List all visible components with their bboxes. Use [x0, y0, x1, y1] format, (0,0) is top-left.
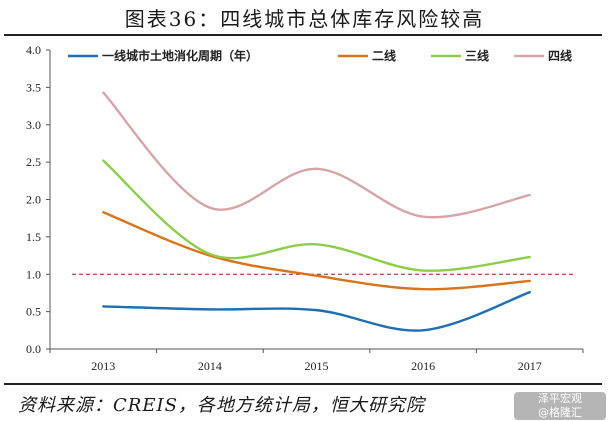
x-tick-label: 2013: [91, 359, 115, 373]
series-line-3: [102, 159, 531, 272]
legend-label-2: 二线: [372, 48, 396, 63]
x-tick-label: 2016: [411, 359, 435, 373]
y-tick-label: 3.5: [26, 80, 41, 94]
y-tick-label: 4.0: [26, 43, 41, 57]
legend-label-1: 一线城市土地消化周期（年）: [102, 48, 258, 63]
top-rule: [4, 34, 602, 36]
source-note: 资料来源：CREIS，各地方统计局，恒大研究院: [18, 395, 425, 416]
y-tick-label: 1.0: [26, 267, 41, 281]
series-group: [102, 91, 531, 332]
legend: 一线城市土地消化周期（年） 二线 三线 四线: [68, 48, 572, 63]
x-tick-label: 2017: [518, 359, 542, 373]
y-tick-label: 0.0: [26, 342, 41, 356]
y-tick-label: 1.5: [26, 230, 41, 244]
watermark-badge: 泽平宏观 @格隆汇: [514, 392, 606, 420]
series-line-2: [102, 211, 531, 291]
legend-label-4: 四线: [548, 48, 572, 63]
watermark-line1: 泽平宏观: [538, 392, 582, 405]
series-line-4: [102, 91, 531, 219]
series-line-1: [102, 290, 531, 332]
bottom-rule: [4, 383, 602, 385]
y-tick-label: 3.0: [26, 118, 41, 132]
y-tick-label: 2.5: [26, 155, 41, 169]
legend-label-3: 三线: [465, 48, 489, 63]
y-axis: 0.0 0.5 1.0 1.5 2.0 2.5 3.0 3.5 4.0: [26, 43, 51, 356]
chart-title: 图表36：四线城市总体库存风险较高: [124, 7, 485, 31]
y-tick-label: 0.5: [26, 305, 41, 319]
watermark-line2: @格隆汇: [538, 406, 582, 419]
x-axis: 2013 2014 2015 2016 2017: [49, 348, 584, 373]
x-tick-label: 2015: [305, 359, 329, 373]
x-tick-label: 2014: [198, 359, 222, 373]
y-tick-label: 2.0: [26, 193, 41, 207]
